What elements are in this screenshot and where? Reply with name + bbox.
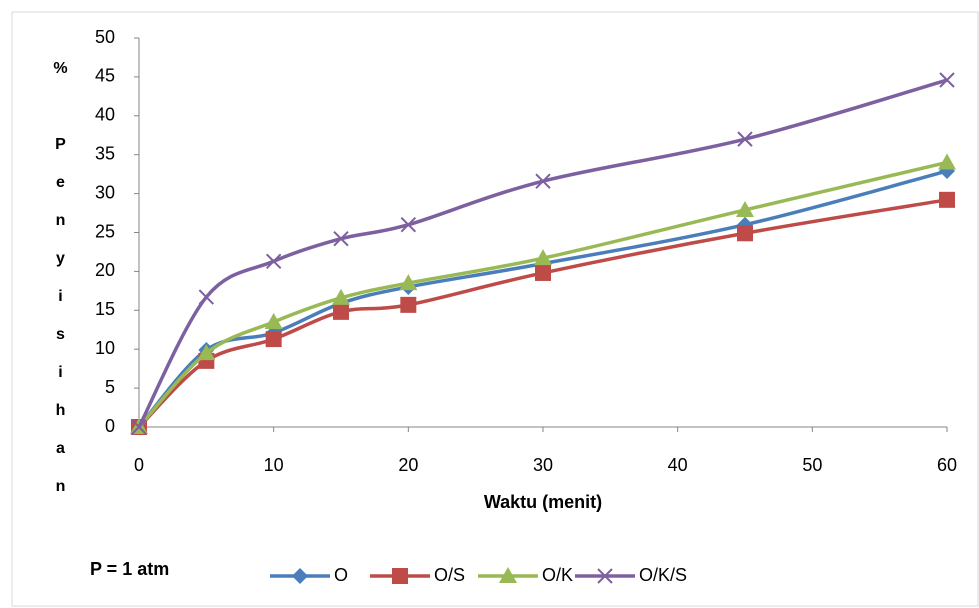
- marker: [131, 419, 147, 435]
- marker: [938, 153, 956, 170]
- marker: [198, 289, 215, 305]
- marker: [736, 200, 754, 217]
- legend-label: O/S: [434, 565, 465, 585]
- y-tick-label: 5: [105, 377, 115, 397]
- annotation: P = 1 atm: [90, 559, 169, 579]
- legend-marker: [292, 568, 308, 584]
- legend-marker: [499, 567, 517, 583]
- y-axis-title: % Penyisihan: [52, 60, 69, 516]
- legend-marker: [392, 568, 408, 584]
- y-tick-label: 15: [95, 299, 115, 319]
- legend-marker: [597, 568, 613, 584]
- marker: [399, 274, 418, 291]
- x-tick-label: 10: [264, 455, 284, 475]
- marker: [264, 312, 283, 329]
- marker: [939, 72, 955, 88]
- x-tick-label: 0: [134, 455, 144, 475]
- x-tick-label: 30: [533, 455, 553, 475]
- marker: [265, 253, 282, 269]
- marker: [535, 264, 551, 281]
- y-tick-label: 20: [95, 260, 115, 280]
- y-tick-label: 35: [95, 143, 115, 163]
- marker: [400, 296, 417, 313]
- legend-label: O/K/S: [639, 565, 687, 585]
- y-tick-label: 30: [95, 182, 115, 202]
- legend-label: O: [334, 565, 348, 585]
- y-tick-label: 50: [95, 27, 115, 47]
- marker: [737, 131, 753, 147]
- y-tick-label: 45: [95, 66, 115, 86]
- x-tick-label: 20: [398, 455, 418, 475]
- chart-frame: [11, 11, 979, 607]
- marker: [265, 331, 282, 348]
- x-tick-label: 50: [802, 455, 822, 475]
- x-tick-label: 40: [668, 455, 688, 475]
- marker: [197, 344, 216, 361]
- y-tick-label: 0: [105, 416, 115, 436]
- marker: [939, 191, 955, 208]
- marker: [332, 288, 350, 305]
- marker: [333, 231, 349, 247]
- legend-label: O/K: [542, 565, 573, 585]
- marker: [400, 217, 417, 233]
- y-tick-label: 40: [95, 105, 115, 125]
- y-tick-label: 10: [95, 338, 115, 358]
- marker: [737, 225, 753, 242]
- marker: [535, 173, 551, 189]
- x-tick-label: 60: [937, 455, 957, 475]
- y-tick-label: 25: [95, 221, 115, 241]
- marker: [333, 303, 349, 320]
- marker: [534, 249, 552, 266]
- x-axis-title: Waktu (menit): [484, 492, 602, 512]
